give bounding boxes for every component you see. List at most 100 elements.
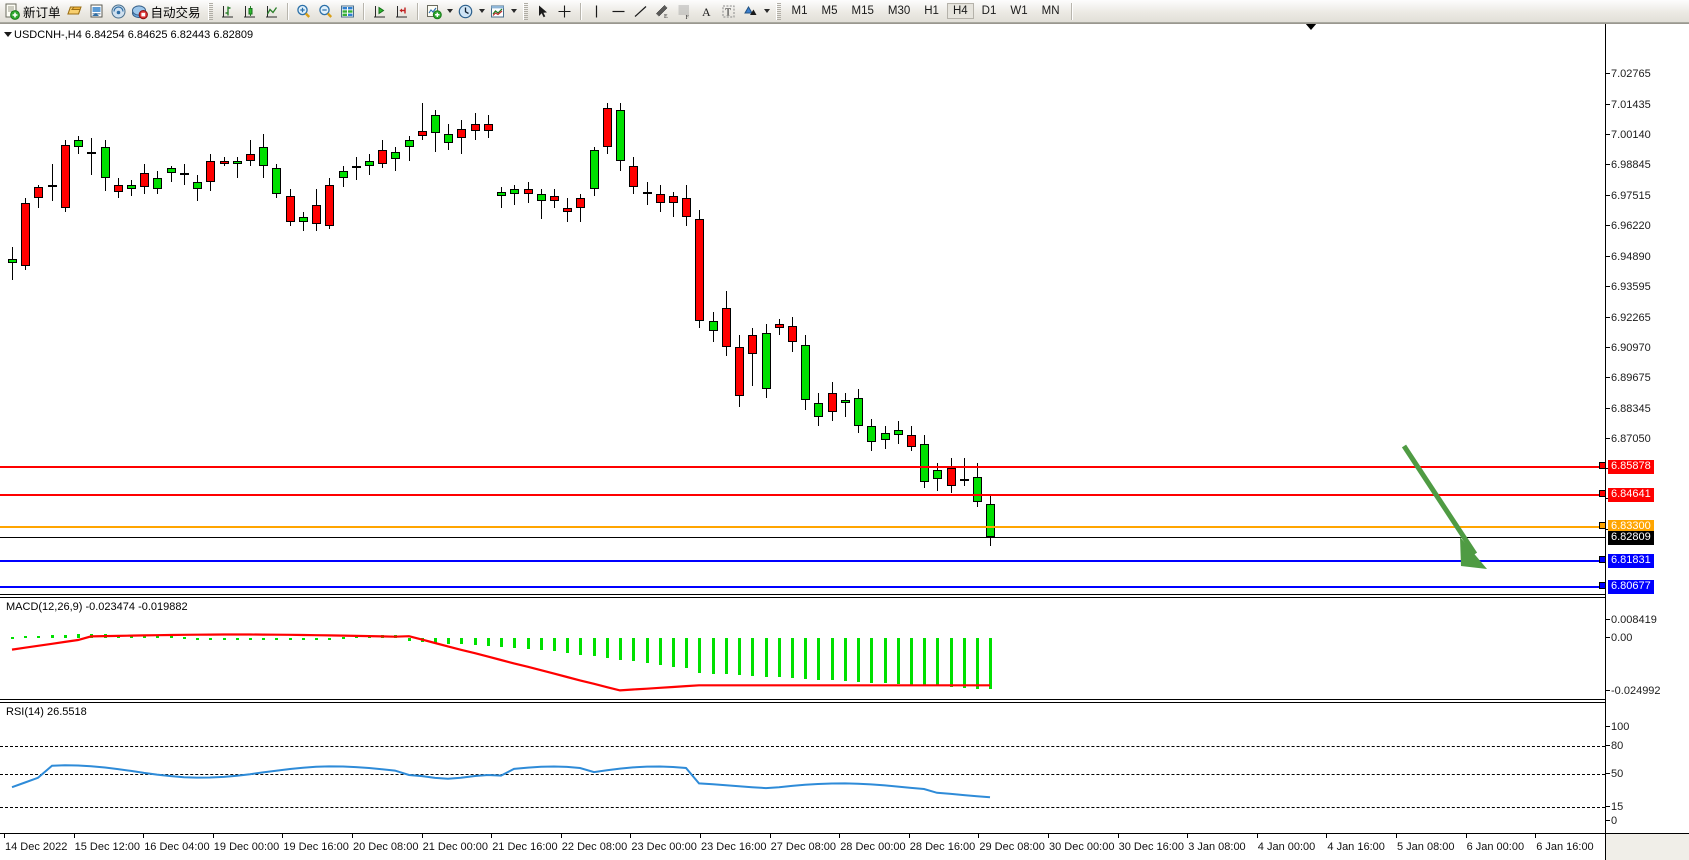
shapes-button[interactable] — [740, 1, 772, 22]
macd-histogram-bar — [183, 637, 186, 640]
line-chart-button[interactable] — [261, 1, 283, 22]
text-label-icon: A — [698, 3, 715, 20]
chevron-down-icon[interactable] — [763, 9, 770, 13]
profiles-button[interactable] — [86, 1, 108, 22]
equidistant-channel-button[interactable]: E — [652, 1, 674, 22]
price-axis[interactable]: 7.02765 7.01435 7.00140 6.98845 6.97515 6.962… — [1599, 24, 1689, 834]
data-window-button[interactable] — [337, 1, 359, 22]
chart-menu-caret-icon[interactable] — [4, 32, 12, 37]
templates-button[interactable] — [487, 1, 519, 22]
rsi-level-15 — [0, 806, 1605, 808]
candle-body — [960, 479, 969, 482]
price-level-current-price[interactable] — [0, 536, 1605, 538]
price-level-pivot[interactable] — [0, 525, 1605, 528]
timeframe-m15[interactable]: M15 — [851, 5, 874, 17]
candle-body — [325, 184, 334, 227]
fibonacci-button[interactable]: F — [674, 1, 696, 22]
rsi-pane[interactable]: RSI(14) 26.5518 — [0, 703, 1605, 834]
time-label: 6 Jan 00:00 — [1465, 833, 1525, 853]
macd-histogram-bar — [751, 637, 754, 676]
text-button[interactable]: T — [718, 1, 740, 22]
macd-histogram-bar — [936, 637, 939, 687]
zoom-out-icon — [317, 3, 334, 20]
crosshair-button[interactable] — [554, 1, 576, 22]
price-level-handle[interactable] — [1599, 555, 1606, 563]
candle-body — [524, 189, 533, 194]
candle-body — [775, 323, 784, 329]
svg-text:F: F — [686, 15, 690, 20]
timeframe-m1[interactable]: M1 — [791, 5, 808, 17]
chart-area[interactable]: USDCNH-,H4 6.84254 6.84625 6.82443 6.828… — [0, 23, 1689, 860]
text-label-button[interactable]: A — [696, 1, 718, 22]
chevron-down-icon[interactable] — [510, 9, 517, 13]
price-level-resistance-upper[interactable] — [0, 465, 1605, 468]
chart-shift-button[interactable] — [391, 1, 413, 22]
timeframe-group: M1 M5 M15 M30 H1 H4 D1 W1 MN — [785, 3, 1067, 19]
chart-object-marker-icon[interactable] — [1305, 24, 1317, 30]
chevron-down-icon[interactable] — [478, 9, 485, 13]
zoom-out-button[interactable] — [315, 1, 337, 22]
price-pane[interactable]: USDCNH-,H4 6.84254 6.84625 6.82443 6.828… — [0, 24, 1605, 594]
market-watch-button[interactable] — [108, 1, 130, 22]
timeframe-mn[interactable]: MN — [1041, 5, 1060, 17]
time-label: 23 Dec 00:00 — [630, 833, 697, 853]
macd-histogram-bar — [566, 637, 569, 653]
indicators-button[interactable] — [423, 1, 455, 22]
macd-histogram-bar — [236, 637, 239, 640]
macd-histogram-bar — [24, 636, 27, 639]
price-tag-current-price[interactable]: 6.82809 — [1608, 530, 1654, 545]
timeframe-h4[interactable]: H4 — [946, 3, 974, 19]
macd-pane[interactable]: MACD(12,26,9) -0.023474 -0.019882 — [0, 598, 1605, 698]
candle-body — [828, 393, 837, 412]
price-level-support-lower[interactable] — [0, 586, 1605, 589]
macd-histogram-bar — [976, 637, 979, 689]
price-tag-resistance-upper[interactable]: 6.85878 — [1608, 459, 1654, 474]
macd-histogram-bar — [11, 636, 14, 639]
price-level-handle[interactable] — [1599, 461, 1606, 469]
candle-body — [259, 147, 268, 166]
price-tag-resistance-lower[interactable]: 6.84641 — [1608, 488, 1654, 503]
price-tag-support-lower[interactable]: 6.80677 — [1608, 580, 1654, 595]
time-label: 6 Jan 16:00 — [1535, 833, 1594, 853]
toolbar-grip-3 — [775, 2, 781, 20]
candlestick-chart-button[interactable] — [239, 1, 261, 22]
macd-histogram-bar — [950, 637, 953, 688]
zoom-in-button[interactable] — [293, 1, 315, 22]
price-level-handle[interactable] — [1599, 521, 1606, 529]
chart-shift-icon — [393, 3, 410, 20]
autotrading-button[interactable]: 自动交易 — [130, 1, 204, 22]
macd-histogram-bar — [619, 637, 622, 660]
bar-chart-button[interactable] — [217, 1, 239, 22]
rsi-label: RSI(14) 26.5518 — [6, 706, 87, 718]
timeframe-m30[interactable]: M30 — [887, 5, 911, 17]
candle-body — [881, 432, 890, 440]
new-order-button[interactable]: 新订单 — [2, 1, 64, 22]
timeframe-d1[interactable]: D1 — [981, 5, 997, 17]
equidistant-channel-icon: E — [654, 3, 671, 20]
price-tag-pivot[interactable]: 6.83300 — [1608, 519, 1654, 534]
autoscroll-button[interactable] — [369, 1, 391, 22]
chevron-down-icon[interactable] — [446, 9, 453, 13]
period-button[interactable] — [455, 1, 487, 22]
price-tag-support-upper[interactable]: 6.81831 — [1608, 553, 1654, 568]
folder-button[interactable] — [64, 1, 86, 22]
macd-histogram-bar — [646, 637, 649, 664]
macd-histogram-bar — [434, 637, 437, 643]
horizontal-line-button[interactable] — [608, 1, 630, 22]
price-tick: 7.00140 — [1606, 128, 1651, 141]
timeframe-m5[interactable]: M5 — [821, 5, 838, 17]
timeframe-h1[interactable]: H1 — [924, 5, 939, 17]
price-level-handle[interactable] — [1599, 490, 1606, 498]
cursor-button[interactable] — [532, 1, 554, 22]
macd-histogram-bar — [262, 637, 265, 640]
down-arrow-annotation[interactable] — [0, 24, 1605, 594]
price-level-handle[interactable] — [1599, 582, 1606, 590]
vertical-line-button[interactable] — [586, 1, 608, 22]
time-axis[interactable]: 14 Dec 2022 15 Dec 12:00 16 Dec 04:00 19 De… — [0, 833, 1689, 860]
price-level-support-upper[interactable] — [0, 559, 1605, 562]
trendline-button[interactable] — [630, 1, 652, 22]
price-level-resistance-lower[interactable] — [0, 494, 1605, 497]
axis-corner — [1605, 833, 1689, 860]
candle-body — [444, 133, 453, 143]
timeframe-w1[interactable]: W1 — [1010, 5, 1028, 17]
